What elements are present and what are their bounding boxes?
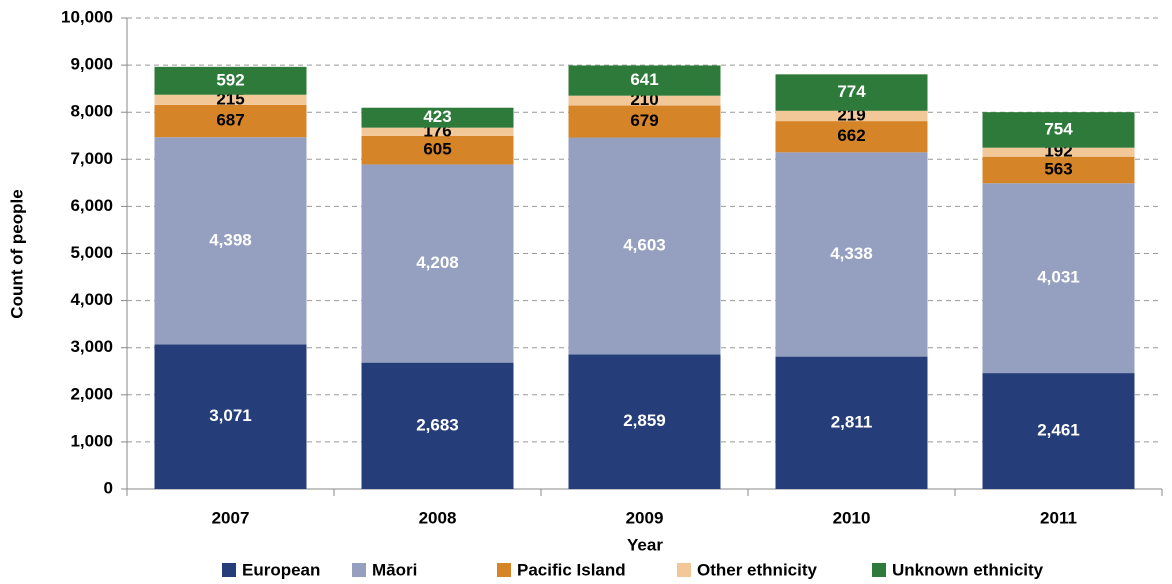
- data-label: 3,071: [209, 406, 252, 425]
- y-tick-label: 10,000: [61, 7, 113, 26]
- y-tick-label: 5,000: [70, 243, 113, 262]
- bar-segment: [775, 110, 928, 122]
- bar-segment: [361, 164, 514, 363]
- data-label: 687: [216, 111, 244, 130]
- bar-segment: [154, 104, 307, 138]
- bar-segment: [154, 137, 307, 345]
- y-tick-label: 9,000: [70, 55, 113, 74]
- bar-segment: [982, 156, 1135, 184]
- data-label: 2,859: [623, 411, 666, 430]
- legend-label: Unknown ethnicity: [892, 560, 1044, 579]
- bar-segment: [568, 65, 721, 96]
- bar-segment: [568, 105, 721, 138]
- bar-segment: [154, 344, 307, 489]
- bar-segment: [775, 356, 928, 489]
- bar-segment: [361, 127, 514, 136]
- data-label: 4,603: [623, 235, 666, 254]
- bar-segment: [982, 373, 1135, 489]
- bar-segment: [568, 354, 721, 489]
- bar-segment: [775, 152, 928, 357]
- bar-segment: [775, 121, 928, 153]
- data-label: 4,338: [830, 244, 873, 263]
- y-axis-title: Count of people: [7, 189, 26, 318]
- data-label: 4,031: [1037, 268, 1080, 287]
- y-tick-label: 4,000: [70, 290, 113, 309]
- data-label: 592: [216, 70, 244, 89]
- bar-segment: [982, 112, 1135, 148]
- legend-swatch: [872, 563, 886, 577]
- x-tick-label: 2008: [419, 508, 457, 527]
- legend-swatch: [677, 563, 691, 577]
- bar-segment: [154, 94, 307, 105]
- data-label: 605: [423, 140, 451, 159]
- data-label: 423: [423, 107, 451, 126]
- bar-segment: [361, 135, 514, 165]
- bar-segment: [982, 183, 1135, 374]
- data-label: 662: [837, 126, 865, 145]
- y-tick-label: 7,000: [70, 149, 113, 168]
- legend-label: Other ethnicity: [697, 560, 818, 579]
- x-tick-label: 2009: [626, 508, 664, 527]
- data-label: 563: [1044, 159, 1072, 178]
- x-tick-label: 2010: [833, 508, 871, 527]
- legend-swatch: [497, 563, 511, 577]
- bar-segment: [361, 107, 514, 128]
- y-tick-label: 8,000: [70, 102, 113, 121]
- data-label: 4,398: [209, 230, 252, 249]
- y-tick-label: 6,000: [70, 196, 113, 215]
- legend-swatch: [352, 563, 366, 577]
- y-tick-label: 2,000: [70, 384, 113, 403]
- data-label: 2,461: [1037, 421, 1080, 440]
- x-tick-label: 2011: [1040, 508, 1077, 527]
- y-tick-label: 3,000: [70, 337, 113, 356]
- bar-segment: [154, 66, 307, 95]
- data-label: 754: [1044, 119, 1073, 138]
- y-tick-label: 0: [104, 478, 113, 497]
- legend-label: Pacific Island: [517, 560, 626, 579]
- data-label: 2,811: [831, 412, 873, 431]
- legend-swatch: [222, 563, 236, 577]
- y-tick-label: 1,000: [70, 431, 113, 450]
- bar-segment: [361, 362, 514, 489]
- x-tick-label: 2007: [212, 508, 250, 527]
- data-label: 4,208: [416, 253, 459, 272]
- x-axis-title: Year: [627, 535, 663, 554]
- bar-segment: [982, 147, 1135, 157]
- data-label: 641: [630, 70, 658, 89]
- bar-segment: [568, 95, 721, 106]
- data-label: 679: [630, 111, 658, 130]
- data-label: 2,683: [416, 415, 459, 434]
- bar-segment: [568, 137, 721, 355]
- legend-label: European: [242, 560, 320, 579]
- data-label: 774: [837, 82, 866, 101]
- bar-segment: [775, 74, 928, 111]
- legend-label: Māori: [372, 560, 417, 579]
